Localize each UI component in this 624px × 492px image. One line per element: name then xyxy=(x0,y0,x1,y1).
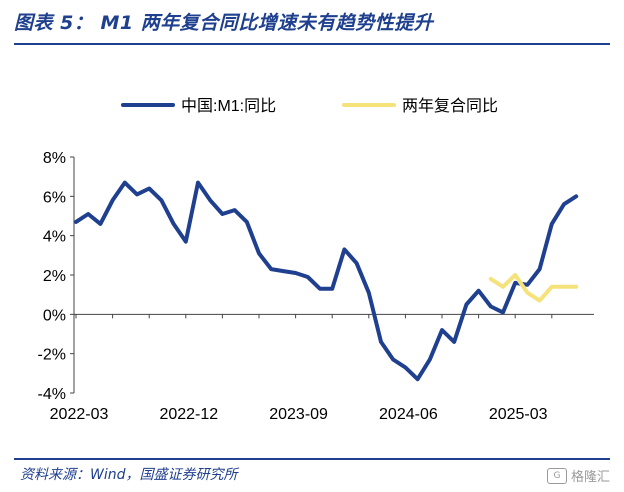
series-line-m1-yoy xyxy=(74,180,579,382)
y-tick-label: -2% xyxy=(38,347,66,364)
y-tick-label: 2% xyxy=(43,268,66,285)
watermark-logo-icon: G xyxy=(546,467,567,484)
y-tick-label: 6% xyxy=(43,189,66,206)
y-axis: 8% 6% 4% 2% 0% -2% -4% xyxy=(38,150,75,403)
series-lines xyxy=(74,180,579,382)
watermark-text: 格隆汇 xyxy=(570,470,610,485)
x-tick-label: 2024-06 xyxy=(379,406,438,423)
x-axis: 2022-03 2022-12 2023-09 2024-06 2025-03 xyxy=(50,313,594,423)
x-tick-label: 2022-12 xyxy=(159,406,218,423)
watermark: G 格隆汇 xyxy=(546,466,610,485)
source-note: 资料来源：Wind，国盛证券研究所 xyxy=(20,467,238,483)
y-tick-label: -4% xyxy=(38,386,66,403)
title-rule xyxy=(14,43,610,45)
y-tick-label: 4% xyxy=(43,229,66,246)
source-rule xyxy=(14,458,610,460)
x-tick-label: 2022-03 xyxy=(50,406,109,423)
y-tick-label: 8% xyxy=(43,150,66,167)
series-line-two-year-cagr xyxy=(488,273,579,303)
x-tick-label: 2023-09 xyxy=(269,406,328,423)
y-tick-label: 0% xyxy=(43,307,66,324)
legend-item-two-year-cagr-label: 两年复合同比 xyxy=(402,97,498,115)
figure-title: 图表 5： M1 两年复合同比增速未有趋势性提升 xyxy=(14,12,434,34)
legend-item-m1-yoy-label: 中国:M1:同比 xyxy=(181,97,276,115)
chart-legend: 中国:M1:同比 两年复合同比 xyxy=(121,97,498,115)
x-tick-label: 2025-03 xyxy=(489,406,548,423)
